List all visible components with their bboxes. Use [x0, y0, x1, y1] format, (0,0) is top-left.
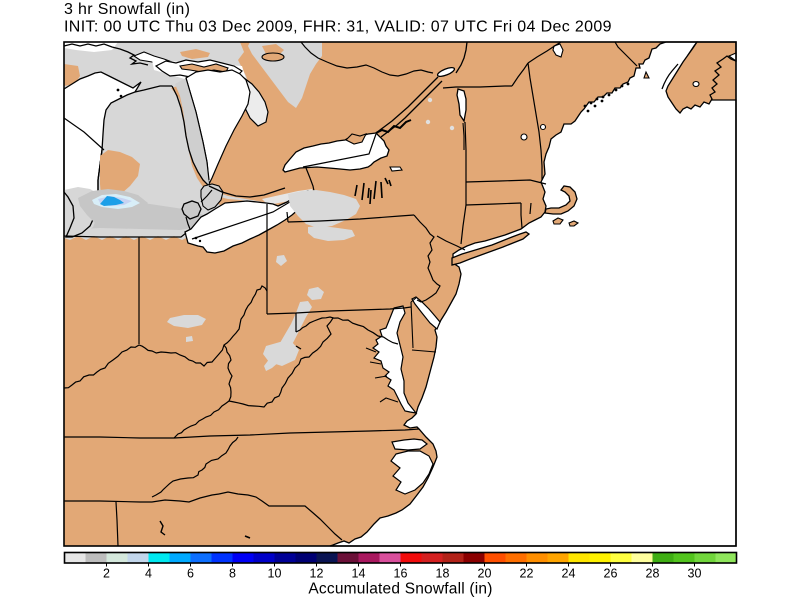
svg-text:4: 4 — [145, 567, 152, 581]
svg-text:28: 28 — [646, 567, 660, 581]
svg-text:30: 30 — [688, 567, 702, 581]
svg-text:INIT: 00 UTC Thu 03 Dec 2009,: INIT: 00 UTC Thu 03 Dec 2009, FHR: 31, V… — [64, 19, 612, 36]
svg-text:18: 18 — [436, 567, 450, 581]
svg-text:Accumulated Snowfall (in): Accumulated Snowfall (in) — [308, 581, 492, 598]
svg-text:3 hr Snowfall (in): 3 hr Snowfall (in) — [64, 1, 190, 18]
svg-text:14: 14 — [352, 567, 366, 581]
svg-text:24: 24 — [562, 567, 576, 581]
svg-text:2: 2 — [103, 567, 110, 581]
svg-text:16: 16 — [394, 567, 408, 581]
svg-text:8: 8 — [229, 567, 236, 581]
svg-text:10: 10 — [268, 567, 282, 581]
svg-text:26: 26 — [604, 567, 618, 581]
svg-text:20: 20 — [478, 567, 492, 581]
svg-text:22: 22 — [520, 567, 534, 581]
svg-text:6: 6 — [187, 567, 194, 581]
svg-text:12: 12 — [310, 567, 324, 581]
